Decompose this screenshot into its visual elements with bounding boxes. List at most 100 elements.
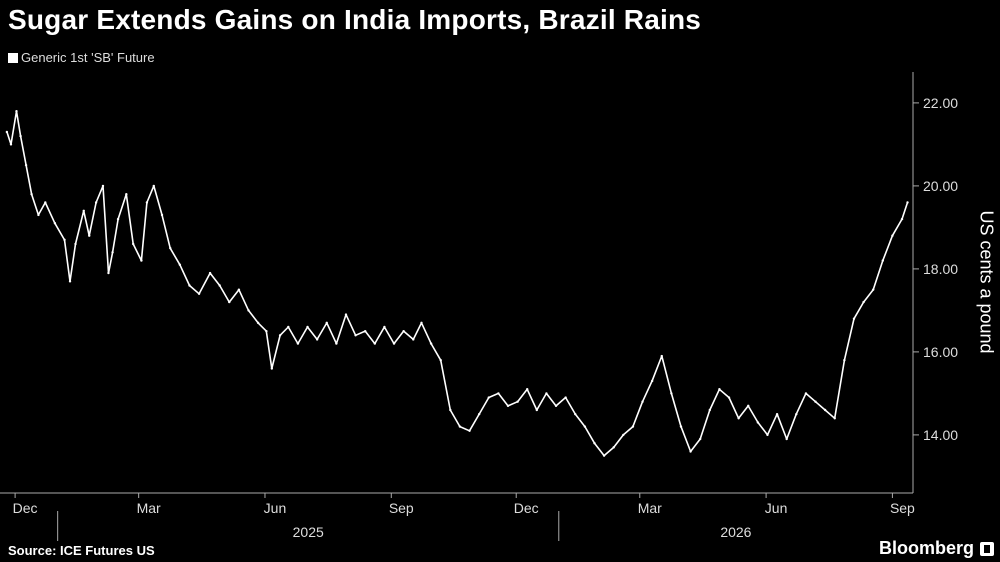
- data-point: [178, 263, 182, 266]
- data-point: [795, 412, 798, 416]
- data-point: [152, 184, 155, 188]
- data-point: [383, 325, 386, 329]
- data-point: [564, 396, 567, 399]
- data-point: [477, 412, 481, 416]
- series-line-sb-future: [6, 110, 909, 457]
- data-point: [852, 317, 856, 320]
- data-point: [228, 300, 231, 304]
- data-point: [412, 338, 415, 341]
- data-point: [468, 429, 471, 432]
- data-point: [9, 143, 13, 146]
- data-point: [335, 342, 338, 345]
- data-point: [708, 408, 712, 412]
- data-point: [111, 251, 114, 254]
- data-point: [622, 433, 625, 437]
- data-point: [429, 342, 433, 345]
- x-year-label: 2025: [293, 524, 324, 540]
- data-point: [727, 396, 731, 399]
- data-point: [402, 329, 405, 333]
- data-point: [698, 437, 702, 441]
- data-point: [906, 201, 909, 204]
- data-point: [315, 338, 319, 341]
- legend-swatch: [8, 52, 18, 63]
- data-point: [63, 238, 66, 242]
- data-point: [574, 412, 577, 416]
- data-point: [5, 130, 9, 134]
- data-point: [554, 404, 558, 408]
- y-tick-label: 16.00: [923, 344, 958, 360]
- data-point: [140, 259, 143, 262]
- data-point: [766, 433, 769, 437]
- data-point: [843, 359, 846, 362]
- data-point: [24, 163, 28, 167]
- legend-label: Generic 1st 'SB' Future: [21, 50, 155, 65]
- data-point: [19, 134, 22, 138]
- data-point: [82, 209, 85, 212]
- data-point: [891, 234, 894, 237]
- data-point: [37, 213, 40, 217]
- data-point: [208, 271, 212, 275]
- data-point: [458, 425, 462, 428]
- data-point: [88, 234, 91, 237]
- data-point: [116, 217, 120, 221]
- data-point: [497, 392, 500, 395]
- x-tick-label: Dec: [13, 500, 38, 516]
- y-tick-label: 14.00: [923, 427, 958, 443]
- data-point: [325, 321, 328, 325]
- data-point: [487, 396, 490, 399]
- data-point: [354, 334, 357, 337]
- data-point: [107, 271, 110, 275]
- data-point: [602, 454, 606, 457]
- x-tick-label: Dec: [514, 500, 539, 516]
- y-tick-label: 18.00: [923, 261, 958, 277]
- data-point: [862, 300, 865, 304]
- data-point: [631, 425, 635, 428]
- data-point: [278, 334, 282, 337]
- data-point: [270, 367, 274, 370]
- data-point: [306, 325, 309, 329]
- data-point: [689, 450, 692, 453]
- data-point: [197, 292, 201, 295]
- data-point: [785, 437, 788, 441]
- chart-title: Sugar Extends Gains on India Imports, Br…: [8, 4, 702, 35]
- data-point: [392, 342, 396, 345]
- data-point: [44, 201, 47, 204]
- data-point: [145, 201, 149, 204]
- y-tick-label: 22.00: [923, 95, 958, 111]
- data-point: [775, 412, 779, 416]
- data-point: [506, 404, 510, 408]
- x-year-label: 2026: [720, 524, 751, 540]
- data-point: [814, 400, 817, 403]
- y-axis-label: US cents a pound: [976, 210, 997, 354]
- data-point: [287, 325, 290, 329]
- source-note: Source: ICE Futures US: [8, 543, 155, 558]
- data-point: [237, 288, 241, 291]
- data-point: [833, 417, 836, 420]
- data-point: [265, 329, 268, 333]
- data-point: [247, 309, 250, 312]
- data-point: [169, 246, 172, 250]
- data-point: [823, 408, 827, 412]
- data-point: [679, 425, 683, 428]
- data-point: [131, 242, 135, 246]
- data-point: [747, 404, 750, 408]
- data-point: [30, 193, 33, 196]
- data-point: [516, 400, 519, 403]
- data-point: [125, 193, 128, 196]
- data-point: [68, 280, 72, 283]
- legend: Generic 1st 'SB' Future: [8, 50, 155, 65]
- data-point: [296, 342, 300, 345]
- data-point: [718, 388, 721, 391]
- x-tick-label: Mar: [137, 500, 161, 516]
- data-point: [101, 184, 105, 188]
- data-point: [612, 446, 615, 449]
- y-tick-label: 20.00: [923, 178, 958, 194]
- data-point: [756, 421, 760, 424]
- x-tick-label: Sep: [389, 500, 414, 516]
- data-point: [439, 359, 442, 362]
- x-tick-label: Jun: [765, 500, 788, 516]
- data-point: [420, 321, 423, 325]
- data-point: [364, 329, 367, 333]
- data-point: [94, 201, 98, 204]
- data-point: [449, 408, 452, 412]
